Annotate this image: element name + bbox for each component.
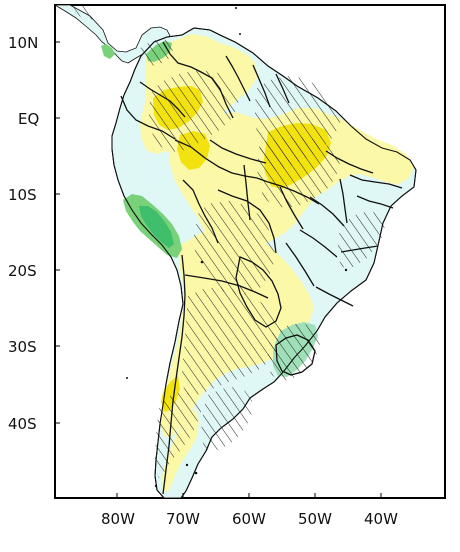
hatch-patagonia xyxy=(155,392,201,478)
hatch-southeast-uruguay xyxy=(268,323,321,381)
lat-label-10s: 10S xyxy=(8,186,37,204)
lon-label-80w: 80W xyxy=(101,510,135,528)
lat-label-30s: 30S xyxy=(8,338,37,356)
boundary-colombia-venezuela xyxy=(162,41,234,119)
island-dot-1 xyxy=(185,463,189,467)
boundary-argentina-bolivia xyxy=(184,274,269,299)
lat-label-eq: EQ xyxy=(18,110,39,128)
hatch-central-south xyxy=(182,287,282,396)
lat-label-40s: 40S xyxy=(8,415,37,433)
boundary-ecuador-peru xyxy=(120,95,176,140)
boundary-brazil-states-1 xyxy=(209,139,267,164)
boundary-paraguay xyxy=(235,256,282,328)
boundary-brazil-states-12 xyxy=(315,286,354,307)
lat-label-20s: 20S xyxy=(8,262,37,280)
boundary-uruguay xyxy=(275,334,316,376)
boundary-brazil-states-2 xyxy=(243,164,251,221)
boundary-brazil-states-5 xyxy=(325,150,374,174)
boundary-brazil-north xyxy=(174,139,320,205)
island-dot-7 xyxy=(200,260,204,264)
hatch-amazon-east xyxy=(257,136,340,208)
island-dot-2 xyxy=(194,471,198,475)
boundary-peru-bolivia xyxy=(182,179,219,244)
hatch-east-brazil xyxy=(338,211,385,269)
map-content xyxy=(55,5,417,498)
boundary-brazil-states-6 xyxy=(339,178,348,224)
boundary-brazil-states-9 xyxy=(340,245,379,253)
boundary-guyana-suriname xyxy=(252,64,271,108)
green-strong-peru xyxy=(139,206,174,248)
hatch-north-central xyxy=(149,70,239,152)
axis-ticks xyxy=(55,41,382,498)
hatch-ecuador xyxy=(138,39,173,66)
boundary-brazil-states-11 xyxy=(285,242,315,287)
lon-label-60w: 60W xyxy=(232,510,266,528)
boundary-brazil-states-10 xyxy=(299,229,338,258)
coast-details xyxy=(126,7,348,488)
lat-label-10n: 10N xyxy=(8,34,38,52)
west-coast-outline xyxy=(111,55,184,498)
lon-label-50w: 50W xyxy=(298,510,332,528)
boundary-brazil-states-8 xyxy=(356,195,394,209)
boundary-brazil-states-4 xyxy=(309,196,345,227)
hatch-central-bolivia xyxy=(194,201,275,295)
boundary-venezuela-guyana xyxy=(225,55,251,102)
boundary-suriname-frenchguiana xyxy=(275,73,290,104)
lon-label-70w: 70W xyxy=(166,510,200,528)
boundary-brazil-states-3 xyxy=(279,186,304,230)
island-dot-3 xyxy=(154,484,158,488)
hatch-caribbean xyxy=(70,5,96,21)
island-dot-4 xyxy=(126,377,128,379)
lon-label-40w: 40W xyxy=(364,510,398,528)
boundary-brazil-states-7 xyxy=(349,174,403,189)
island-dot-8 xyxy=(344,268,348,272)
island-dot-6 xyxy=(239,33,241,35)
boundary-chile-argentina xyxy=(162,254,186,495)
green-region-caribbean xyxy=(101,44,115,59)
boundary-colombia-peru xyxy=(139,81,186,118)
boundary-bolivia-brazil xyxy=(217,189,277,254)
coastline-outline xyxy=(140,27,417,498)
island-dot-5 xyxy=(235,7,237,9)
country-boundaries xyxy=(120,41,403,495)
